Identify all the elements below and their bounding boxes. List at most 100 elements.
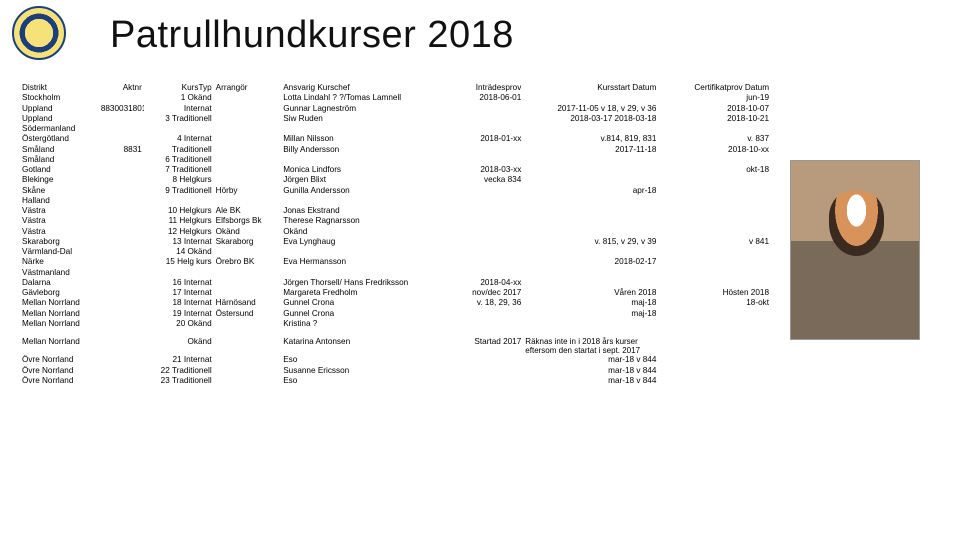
cell-d: Skaraborg: [20, 237, 99, 247]
cell-a: [99, 257, 144, 267]
cell-arr: [214, 355, 282, 365]
cell-c: [658, 268, 771, 278]
cell-ans: Millan Nilsson: [281, 134, 444, 144]
cell-ks: 2017-11-05 v 18, v 29, v 36: [523, 104, 658, 114]
col-header: Ansvarig Kurschef: [281, 83, 444, 93]
cell-i: [444, 155, 523, 165]
cell-d: Skåne: [20, 186, 99, 196]
cell-a: [99, 134, 144, 144]
cell-a: [99, 196, 144, 206]
cell-ks: [523, 196, 658, 206]
cell-d: Södermanland: [20, 124, 99, 134]
cell-arr: Örebro BK: [214, 257, 282, 267]
cell-k: 9 Traditionell: [144, 186, 214, 196]
cell-arr: [214, 337, 282, 355]
cell-k: [144, 124, 214, 134]
table-row: Stockholm1 OkändLotta Lindahl ? ?/Tomas …: [20, 93, 940, 103]
table-row: Småland8831TraditionellBilly Andersson20…: [20, 145, 940, 155]
cell-arr: Ale BK: [214, 206, 282, 216]
col-header: Arrangör: [214, 83, 282, 93]
cell-c: [658, 366, 771, 376]
cell-i: [444, 237, 523, 247]
cell-k: [144, 196, 214, 206]
table-row: Östergötland4 InternatMillan Nilsson2018…: [20, 134, 940, 144]
table-row: Övre Norrland 22 Traditionell Susanne Eric…: [20, 366, 940, 376]
cell-c: [658, 309, 771, 319]
cell-ks: [523, 165, 658, 175]
cell-a: [99, 227, 144, 237]
cell-d: Övre Norrland: [20, 355, 99, 365]
cell-ks: [523, 175, 658, 185]
cell-k: Internat: [144, 104, 214, 114]
cell-ans: Kristina ?: [281, 319, 444, 329]
cell-i: [444, 319, 523, 329]
cell-a: [99, 298, 144, 308]
cell-c: [658, 376, 771, 386]
cell-i: 2018-06-01: [444, 93, 523, 103]
cell-a: [99, 165, 144, 175]
cell-arr: Okänd: [214, 227, 282, 237]
cell-i: 2018-01-xx: [444, 134, 523, 144]
cell-ks: Våren 2018: [523, 288, 658, 298]
cell-i: [444, 196, 523, 206]
cell-c: 2018-10-07: [658, 104, 771, 114]
cell-ans: Jonas Ekstrand: [281, 206, 444, 216]
cell-a: [99, 268, 144, 278]
cell-c: [658, 124, 771, 134]
cell-ks: 2018-02-17: [523, 257, 658, 267]
cell-d: Närke: [20, 257, 99, 267]
cell-a: [99, 278, 144, 288]
cell-ans: Okänd: [281, 227, 444, 237]
cell-a: [99, 309, 144, 319]
cell-c: [658, 337, 771, 355]
cell-arr: [214, 114, 282, 124]
cell-ans: Gunilla Andersson: [281, 186, 444, 196]
cell-k: 7 Traditionell: [144, 165, 214, 175]
cell-d: Västra: [20, 227, 99, 237]
cell-ks: [523, 247, 658, 257]
cell-c: [658, 355, 771, 365]
cell-ks: [523, 278, 658, 288]
cell-a: [99, 355, 144, 365]
cell-k: 23 Traditionell: [144, 376, 214, 386]
cell-arr: [214, 124, 282, 134]
cell-arr: [214, 247, 282, 257]
cell-c: [658, 206, 771, 216]
cell-arr: [214, 278, 282, 288]
cell-ks: [523, 319, 658, 329]
cell-a: [99, 366, 144, 376]
cell-c: [658, 257, 771, 267]
cell-c: 2018-10-21: [658, 114, 771, 124]
cell-d: Småland: [20, 155, 99, 165]
cell-ks: [523, 216, 658, 226]
cell-d: Dalarna: [20, 278, 99, 288]
cell-d: Mellan Norrland: [20, 298, 99, 308]
cell-i: [444, 206, 523, 216]
cell-c: v 841: [658, 237, 771, 247]
cell-ans: Jörgen Thorsell/ Hans Fredriksson: [281, 278, 444, 288]
cell-c: 2018-10-xx: [658, 145, 771, 155]
cell-d: Övre Norrland: [20, 366, 99, 376]
cell-c: [658, 247, 771, 257]
cell-ans: Susanne Ericsson: [281, 366, 444, 376]
cell-k: 14 Okänd: [144, 247, 214, 257]
cell-d: Övre Norrland: [20, 376, 99, 386]
cell-ks: Räknas inte in i 2018 års kurser efterso…: [523, 337, 658, 355]
cell-d: Värmland-Dal: [20, 247, 99, 257]
cell-ans: [281, 268, 444, 278]
cell-c: [658, 278, 771, 288]
cell-ans: [281, 155, 444, 165]
cell-d: Västra: [20, 216, 99, 226]
cell-i: [444, 309, 523, 319]
cell-ans: Gunnel Crona: [281, 309, 444, 319]
cell-k: 22 Traditionell: [144, 366, 214, 376]
cell-a: [99, 247, 144, 257]
cell-i: [444, 186, 523, 196]
cell-a: [99, 288, 144, 298]
table-row: Uppland3 TraditionellSiw Ruden2018-03-17…: [20, 114, 940, 124]
cell-a: [99, 175, 144, 185]
cell-c: [658, 227, 771, 237]
cell-c: v. 837: [658, 134, 771, 144]
cell-k: 11 Helgkurs: [144, 216, 214, 226]
cell-ans: [281, 247, 444, 257]
